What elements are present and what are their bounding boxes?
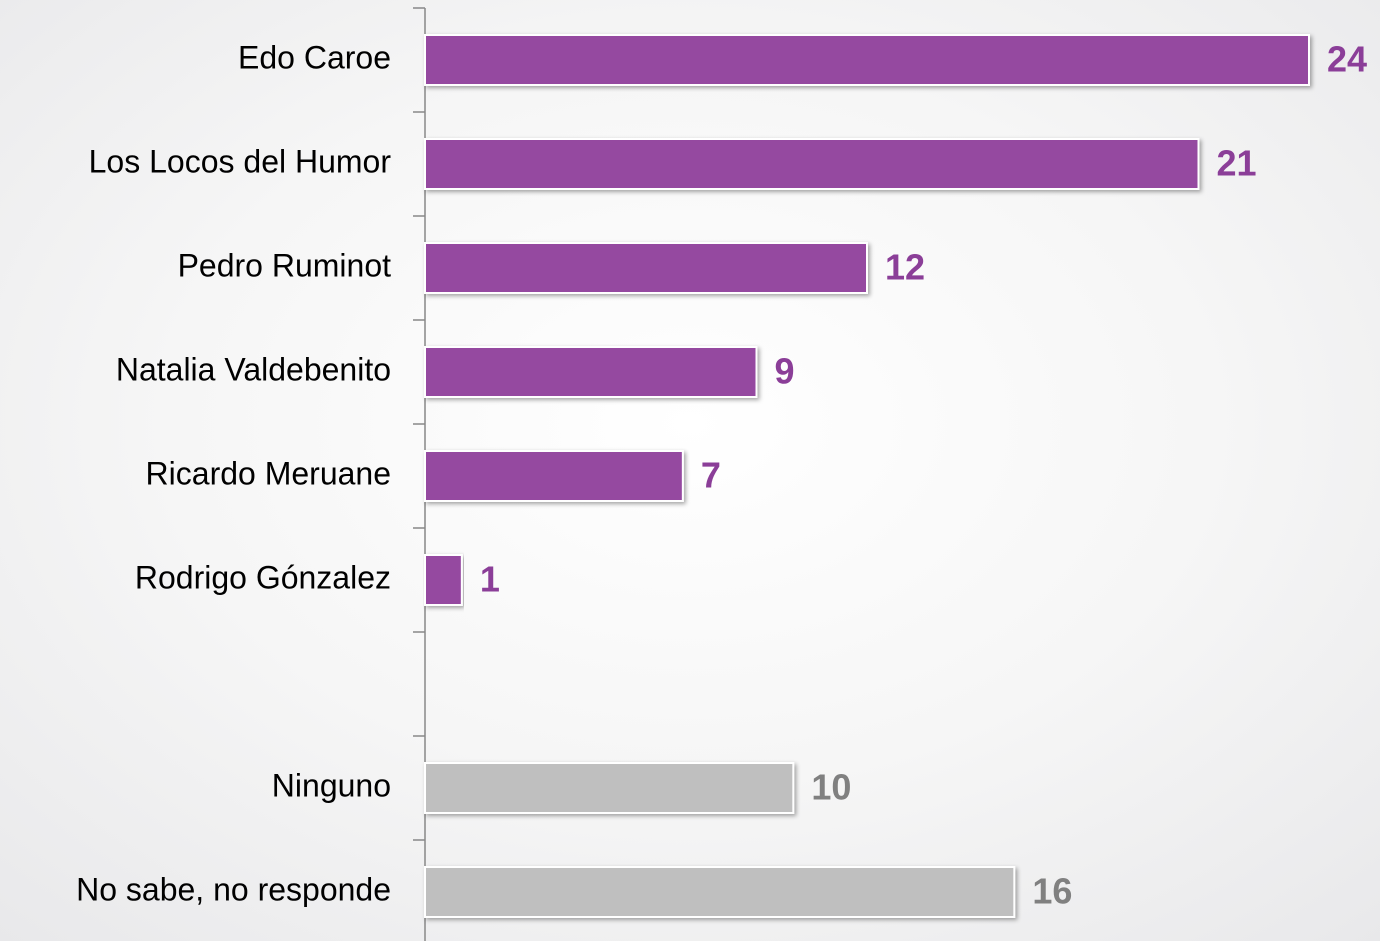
- value-label: 16: [1032, 871, 1072, 912]
- bar: [424, 866, 1016, 918]
- bar: [424, 138, 1200, 190]
- bar: [424, 34, 1310, 86]
- category-label: Ricardo Meruane: [146, 455, 391, 491]
- category-label: Pedro Ruminot: [178, 247, 392, 283]
- value-label: 1: [480, 559, 500, 600]
- value-label: 21: [1217, 143, 1257, 184]
- category-label: Ninguno: [272, 767, 391, 803]
- category-label: Los Locos del Humor: [89, 143, 392, 179]
- bar: [424, 762, 795, 814]
- bar: [424, 242, 868, 294]
- category-label: Rodrigo Gónzalez: [135, 559, 391, 595]
- value-label: 7: [701, 455, 721, 496]
- category-label: Edo Caroe: [238, 39, 391, 75]
- value-label: 24: [1327, 39, 1367, 80]
- category-label: Natalia Valdebenito: [116, 351, 391, 387]
- value-label: 12: [885, 247, 925, 288]
- bar: [424, 450, 684, 502]
- value-label: 10: [811, 767, 851, 808]
- category-label: No sabe, no responde: [76, 871, 391, 907]
- bar: [424, 346, 758, 398]
- value-label: 9: [775, 351, 795, 392]
- bar: [424, 554, 463, 606]
